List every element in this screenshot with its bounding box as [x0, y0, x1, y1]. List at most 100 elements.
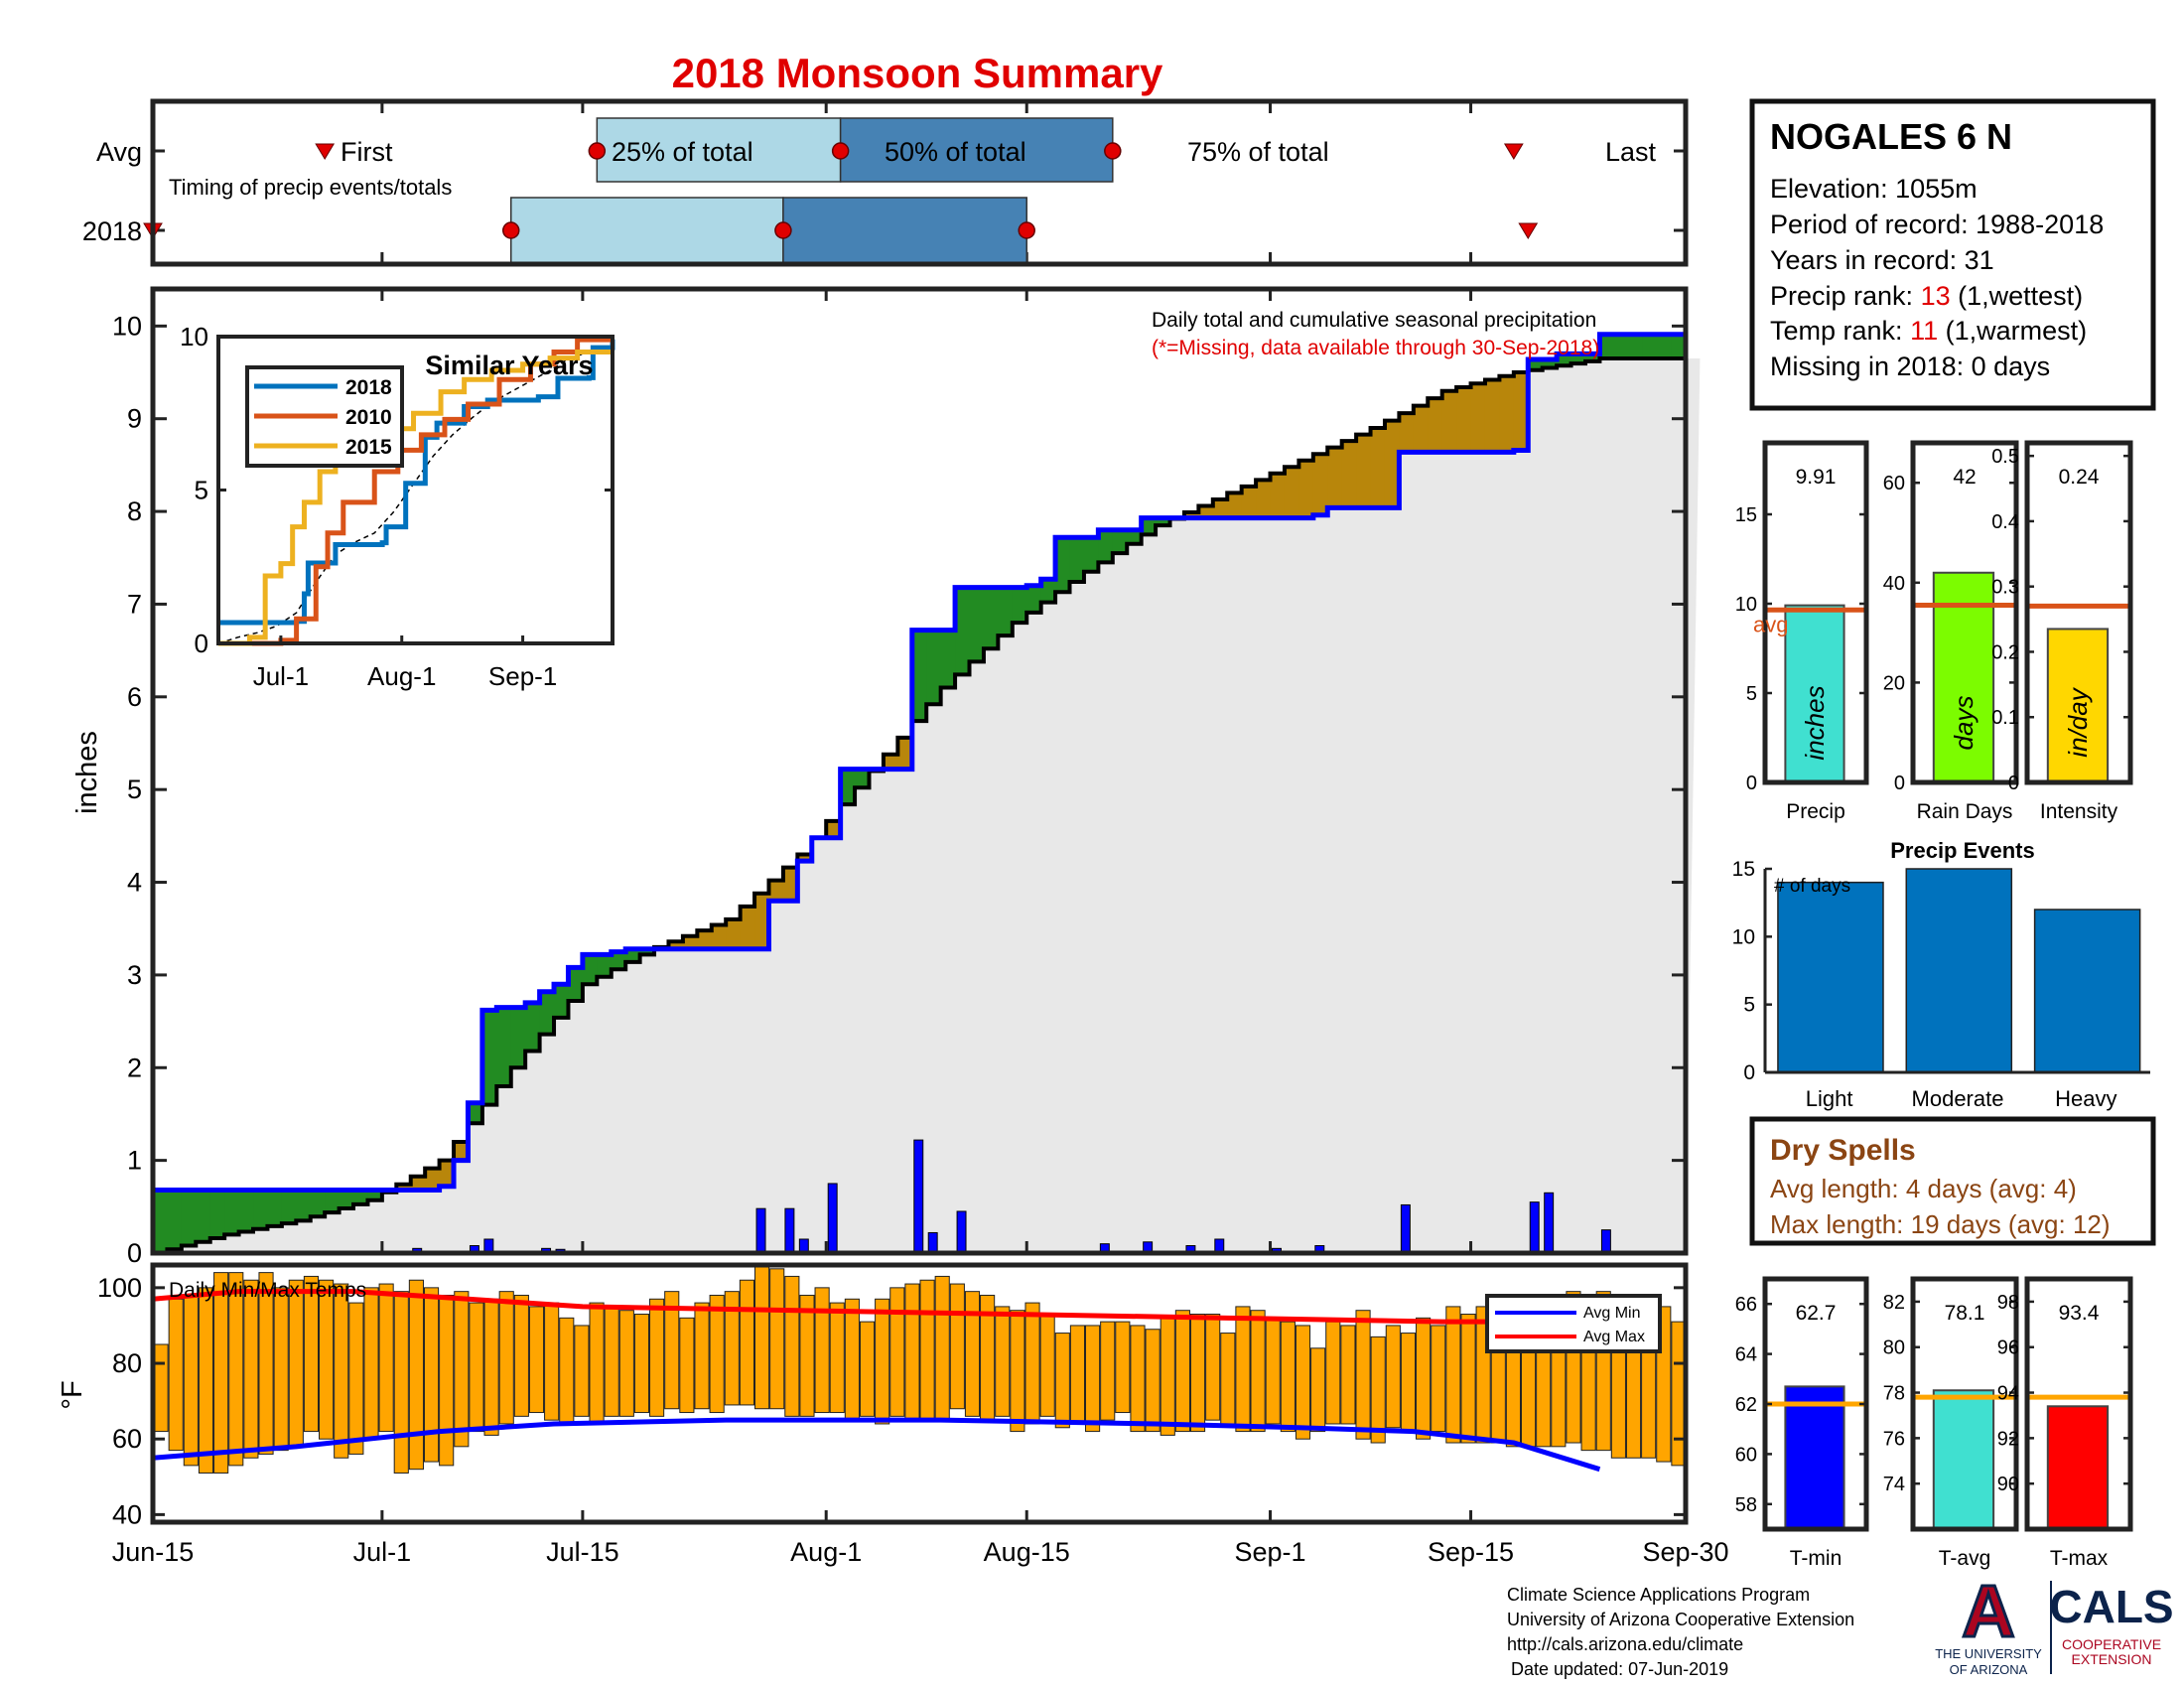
timing-triangle-last [1503, 143, 1524, 160]
inset-y-tick-label: 5 [195, 476, 208, 505]
daily-temp-range-bar [469, 1302, 484, 1433]
above-average-fill [1012, 587, 1027, 624]
above-average-fill [840, 769, 856, 805]
daily-temp-range-bar [334, 1283, 349, 1459]
precip-total-frame [1762, 440, 1869, 785]
above-average-fill [1069, 537, 1085, 583]
station-box [1749, 98, 2156, 411]
daily-temp-range-bar [1174, 1310, 1190, 1433]
tmax-axis-label: T-max [2050, 1547, 2109, 1570]
daily-temp-range-bar [1325, 1321, 1341, 1425]
below-average-fill [1212, 498, 1228, 518]
x-tick-label: Sep-30 [1642, 1537, 1728, 1567]
daily-temp-range-bar [483, 1298, 499, 1436]
cals-logo: CALS COOPERATIVE EXTENSION [2049, 1581, 2173, 1667]
daily-temp-range-bar [544, 1302, 560, 1421]
year-2018-cumulative-line [153, 332, 1686, 1194]
inset-legend-label: 2010 [345, 406, 392, 429]
event-bar-light [1777, 881, 1884, 1073]
timing-marker-p50 [831, 142, 850, 160]
daily-temp-range-bar [363, 1287, 379, 1440]
intensity-y-tick-label: 0.4 [1991, 511, 2019, 533]
legend-avg-min-label: Avg Min [1583, 1305, 1641, 1322]
dry-spells-avg: Avg length: 4 days (avg: 4) [1770, 1174, 2077, 1203]
above-average-fill [481, 1010, 497, 1105]
below-average-fill [711, 924, 727, 949]
x-tick-label: Aug-15 [984, 1537, 1070, 1567]
above-average-fill [1112, 529, 1128, 554]
rain-days-value-label: 42 [1953, 466, 1976, 489]
below-average-fill [1470, 383, 1486, 453]
daily-temp-range-bar [1280, 1321, 1296, 1433]
tmin-value-label: 62.7 [1796, 1302, 1837, 1325]
above-average-fill [1642, 334, 1658, 359]
above-average-fill [1055, 537, 1071, 593]
chart-title: 2018 Monsoon Summary [672, 50, 1163, 96]
footer-line-1: Climate Science Applications Program [1507, 1585, 1810, 1605]
daily-temp-range-bar [1355, 1310, 1371, 1440]
tmin-y-tick-label: 66 [1735, 1294, 1757, 1316]
events-y-tick-label: 5 [1743, 994, 1755, 1017]
precip-y-tick-label: 3 [127, 960, 142, 990]
above-average-fill [1570, 353, 1586, 364]
below-average-fill [1270, 473, 1286, 518]
daily-temp-range-bar [513, 1294, 529, 1417]
intensity-y-tick-label: 0.2 [1991, 641, 2019, 663]
daily-precip-bar [1400, 1203, 1411, 1254]
tmax-frame [2024, 1276, 2133, 1532]
avg-max-temp-line [152, 1289, 1600, 1329]
precip-rank-value: 13 [1921, 281, 1951, 311]
above-average-fill [926, 630, 942, 705]
temps-panel-frame [150, 1262, 1689, 1525]
temps-y-tick-label: 40 [112, 1499, 142, 1529]
temp-rank-value: 11 [1910, 316, 1938, 346]
rain-days-y-tick-label: 0 [1894, 773, 1905, 794]
daily-temp-range-bar [1370, 1336, 1386, 1444]
daily-temp-range-bar [168, 1298, 184, 1452]
above-average-fill [209, 1190, 225, 1239]
above-average-fill [983, 587, 999, 649]
daily-precip-bar [1529, 1201, 1540, 1254]
inset-legend-label: 2018 [345, 376, 392, 399]
rain-days-y-tick-label: 60 [1883, 473, 1905, 494]
below-average-fill [1298, 460, 1314, 518]
above-average-fill [468, 1102, 483, 1124]
daily-temp-range-bar [1130, 1325, 1146, 1433]
intensity-y-tick-label: 0.5 [1991, 446, 2019, 468]
daily-temp-range-bar [258, 1272, 274, 1455]
below-average-fill [1513, 372, 1529, 451]
timing-subtitle: Timing of precip events/totals [169, 175, 452, 200]
daily-temp-range-bar [1069, 1325, 1086, 1425]
daily-temp-range-bar [1250, 1310, 1266, 1433]
events-ylabel-note: # of days [1774, 876, 1850, 897]
precip-total-y-tick-label: 15 [1735, 504, 1757, 526]
below-average-fill [1284, 467, 1299, 518]
cals-logo-line-2: EXTENSION [2072, 1651, 2152, 1667]
above-average-fill [525, 1002, 541, 1052]
daily-temp-range-bar [1160, 1317, 1175, 1436]
daily-temp-range-bar [694, 1302, 710, 1410]
daily-temp-range-bar [814, 1287, 830, 1414]
tmax-bar [2046, 1405, 2110, 1530]
timing-box-q2 [782, 197, 1027, 264]
ua-logo-line-2: OF ARIZONA [1950, 1662, 2028, 1677]
below-average-fill [797, 854, 813, 862]
above-average-fill [253, 1190, 269, 1229]
daily-temp-range-bar [649, 1298, 665, 1417]
above-average-fill [510, 1007, 526, 1068]
daily-temp-range-bar [784, 1275, 800, 1417]
timing-triangle-first [315, 143, 336, 160]
daily-temp-range-bar [439, 1294, 455, 1467]
precip-y-tick-label: 5 [127, 774, 142, 804]
above-average-fill [310, 1190, 326, 1217]
precip-y-tick-label: 6 [127, 682, 142, 712]
timing-p50-label: 50% of total [885, 137, 1026, 167]
timing-p75-label: 75% of total [1187, 137, 1329, 167]
below-average-fill [1370, 428, 1386, 508]
x-tick-label: Sep-15 [1428, 1537, 1514, 1567]
station-elevation: Elevation: 1055m [1770, 174, 1978, 204]
daily-temp-range-bar [934, 1275, 950, 1421]
daily-temp-range-bar [1340, 1325, 1356, 1425]
intensity-frame [2024, 440, 2133, 785]
tavg-y-tick-label: 82 [1883, 1292, 1905, 1314]
